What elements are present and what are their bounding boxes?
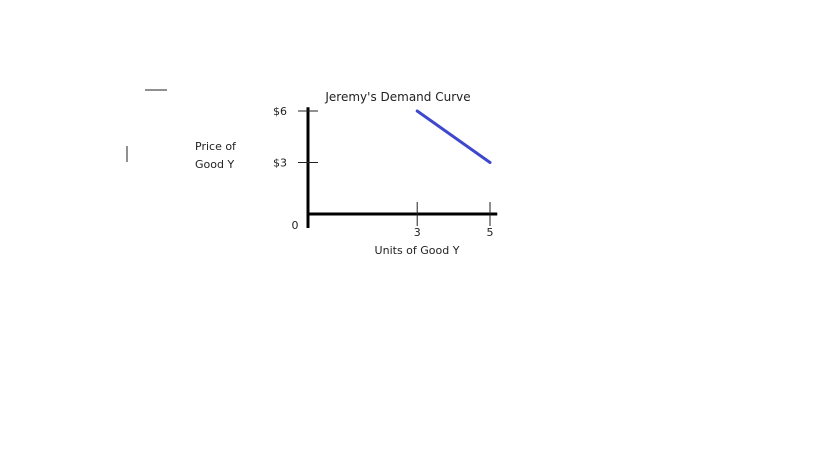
chart-title: Jeremy's Demand Curve	[324, 90, 470, 104]
y-tick-label-3: $3	[273, 157, 287, 170]
ticks: 0 3 5 $3 $6	[273, 105, 494, 239]
series-layer	[415, 109, 492, 164]
x-axis-label: Units of Good Y	[375, 244, 460, 257]
axes	[306, 107, 498, 228]
demand-curve-line-0	[415, 109, 492, 164]
y-axis-label-line-1: Price of	[195, 140, 237, 153]
y-tick-label-6: $6	[273, 105, 287, 118]
x-tick-label-5: 5	[487, 226, 494, 239]
x-tick-label-3: 3	[414, 226, 421, 239]
y-axis-label-line-2: Good Y	[195, 158, 234, 171]
origin-label: 0	[292, 219, 299, 232]
